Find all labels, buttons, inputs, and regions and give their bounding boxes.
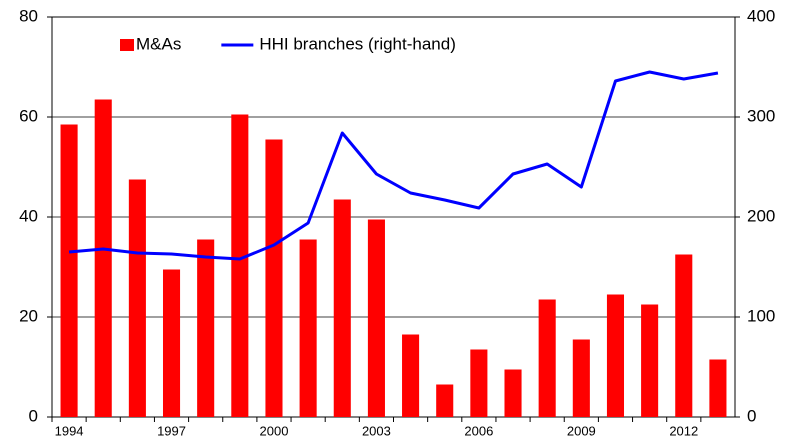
- x-tick-label: 1997: [157, 423, 186, 438]
- x-tick-label: 1994: [55, 423, 84, 438]
- bar: [60, 124, 78, 417]
- bar: [538, 299, 556, 417]
- bar: [299, 239, 317, 417]
- bar: [572, 339, 590, 417]
- bar: [367, 219, 385, 417]
- y2-tick-label: 300: [747, 106, 775, 125]
- y2-tick-label: 400: [747, 6, 775, 25]
- bar: [606, 294, 625, 417]
- x-tick-label: 2012: [669, 423, 698, 438]
- bar: [709, 359, 727, 417]
- x-tick-label: 2003: [362, 423, 391, 438]
- x-tick-label: 2009: [567, 423, 596, 438]
- bar: [504, 369, 522, 417]
- legend-swatch: [120, 39, 134, 51]
- bar: [128, 179, 146, 417]
- bar: [470, 349, 488, 417]
- bar: [436, 384, 454, 417]
- bar: [265, 139, 283, 417]
- y2-tick-label: 200: [747, 206, 775, 225]
- bar: [197, 239, 215, 417]
- y-tick-label: 0: [29, 406, 38, 425]
- y-tick-label: 60: [19, 106, 38, 125]
- legend-label: HHI branches (right-hand): [259, 34, 456, 53]
- x-tick-label: 2006: [464, 423, 493, 438]
- bar: [94, 99, 112, 417]
- legend-label: M&As: [136, 34, 181, 53]
- y2-tick-label: 100: [747, 306, 775, 325]
- bar: [333, 199, 351, 417]
- bar: [162, 269, 181, 417]
- y-tick-label: 20: [19, 306, 38, 325]
- y-tick-label: 40: [19, 206, 38, 225]
- bar: [402, 334, 420, 417]
- bar: [231, 114, 249, 417]
- y-tick-label: 80: [19, 6, 38, 25]
- bar: [675, 254, 693, 417]
- x-tick-label: 2000: [260, 423, 289, 438]
- line: [68, 70, 719, 261]
- y2-tick-label: 0: [747, 406, 756, 425]
- bar: [641, 304, 659, 417]
